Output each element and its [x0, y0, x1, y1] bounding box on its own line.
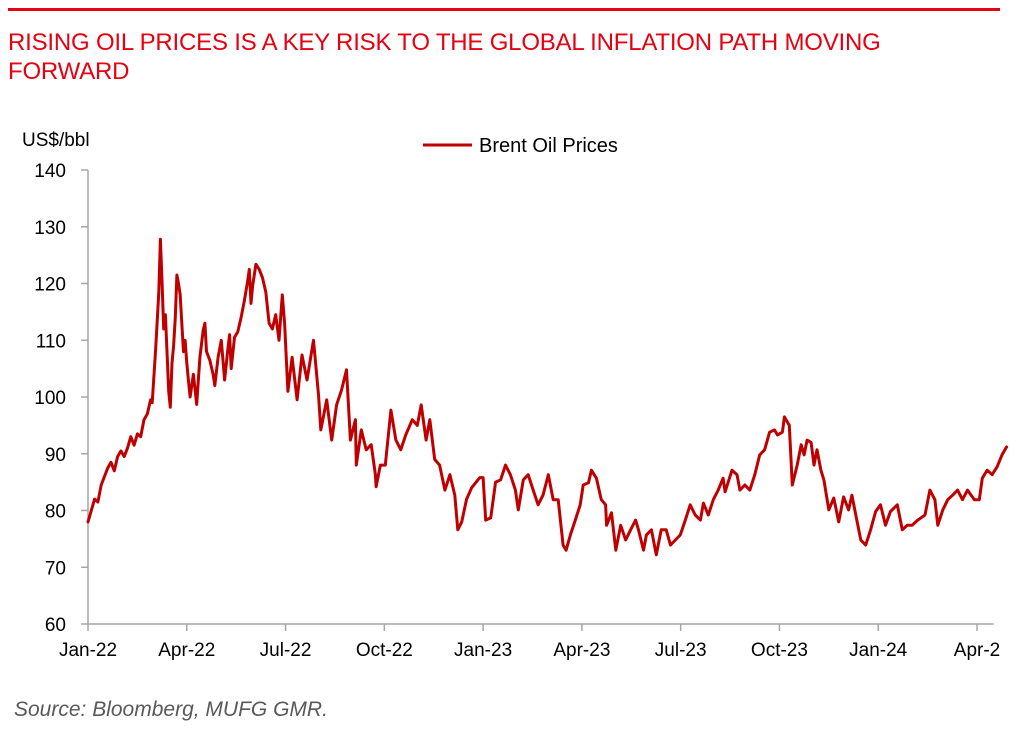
y-axis-label: US$/bbl [22, 130, 90, 151]
x-axis: Jan-22 Apr-22 Jul-22 Oct-22 Jan-23 Apr-23 Jul-… [59, 623, 1000, 661]
top-rule [8, 8, 1000, 11]
x-tick-label: Jul-22 [260, 640, 312, 661]
y-tick-label: 70 [45, 558, 66, 579]
series-layer [86, 237, 1009, 557]
x-tick-label: Jan-23 [454, 640, 512, 661]
y-tick-label: 60 [45, 615, 66, 636]
y-tick-label: 120 [34, 275, 66, 296]
series-line-brent-oil-prices [86, 237, 1009, 557]
x-tick-label: Apr-23 [553, 640, 610, 661]
y-tick-label: 130 [34, 218, 66, 239]
y-tick-label: 140 [34, 161, 66, 182]
x-tick-label: Jan-22 [59, 640, 117, 661]
y-tick-label: 90 [45, 445, 66, 466]
x-tick-label: Jan-24 [849, 640, 908, 661]
x-tick-label: Apr-2 [954, 640, 1000, 661]
legend: Brent Oil Prices [423, 135, 618, 157]
y-axis: 60 70 80 90 100 110 120 130 140 [34, 161, 89, 636]
x-tick-label: Oct-22 [356, 640, 413, 661]
y-tick-label: 100 [34, 388, 66, 409]
y-tick-label: 80 [45, 502, 66, 523]
y-tick-label: 110 [36, 331, 66, 352]
legend-label: Brent Oil Prices [479, 135, 618, 157]
x-tick-label: Oct-23 [751, 640, 808, 661]
x-tick-label: Jul-23 [655, 640, 707, 661]
source-note: Source: Bloomberg, MUFG GMR. [14, 698, 328, 721]
chart-title: RISING OIL PRICES IS A KEY RISK TO THE G… [8, 29, 881, 85]
x-tick-label: Apr-22 [158, 640, 215, 661]
